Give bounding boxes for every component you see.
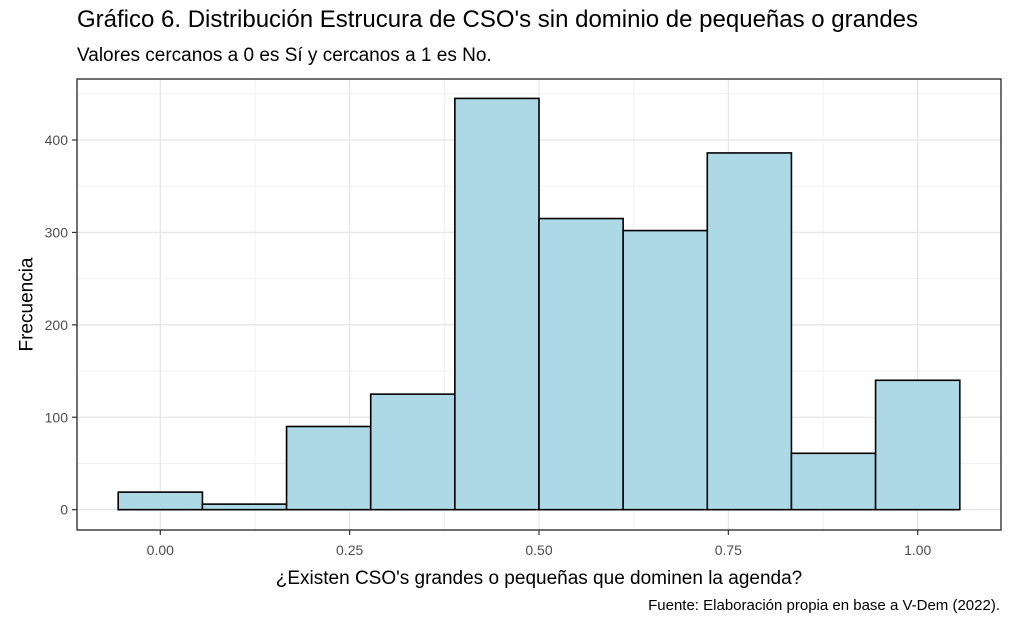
histogram-bar-8	[706, 152, 793, 511]
x-tick-label: 0.50	[525, 542, 552, 558]
histogram-bar-3	[285, 425, 372, 511]
histogram-bar-6	[538, 217, 624, 511]
histogram-bar-10	[874, 379, 961, 511]
x-axis: 0.00 0.25 0.50 0.75 1.00	[147, 530, 932, 558]
histogram-bars	[117, 97, 961, 511]
chart-subtitle: Valores cercanos a 0 es Sí y cercanos a …	[77, 45, 492, 66]
x-tick-label: 0.00	[147, 542, 174, 558]
y-tick-label: 100	[45, 409, 69, 425]
x-axis-title: ¿Existen CSO's grandes o pequeñas que do…	[276, 568, 802, 589]
x-tick-label: 1.00	[904, 542, 931, 558]
y-axis: 0 100 200 300 400	[45, 132, 77, 518]
histogram-bar-7	[622, 229, 709, 511]
histogram-bar-5	[454, 97, 540, 511]
y-tick-label: 300	[45, 224, 69, 240]
chart-title: Gráfico 6. Distribución Estrucura de CSO…	[77, 6, 919, 33]
histogram-bar-1	[117, 491, 204, 511]
y-tick-label: 0	[60, 502, 68, 518]
x-tick-label: 0.25	[336, 542, 363, 558]
y-axis-title: Frecuencia	[17, 257, 38, 351]
histogram-bar-4	[369, 393, 456, 511]
y-tick-label: 200	[45, 317, 69, 333]
histogram-bar-2	[201, 503, 288, 511]
histogram-bar-9	[790, 452, 877, 511]
y-tick-label: 400	[45, 132, 69, 148]
x-tick-label: 0.75	[715, 542, 742, 558]
chart-caption: Fuente: Elaboración propia en base a V-D…	[648, 597, 1000, 614]
